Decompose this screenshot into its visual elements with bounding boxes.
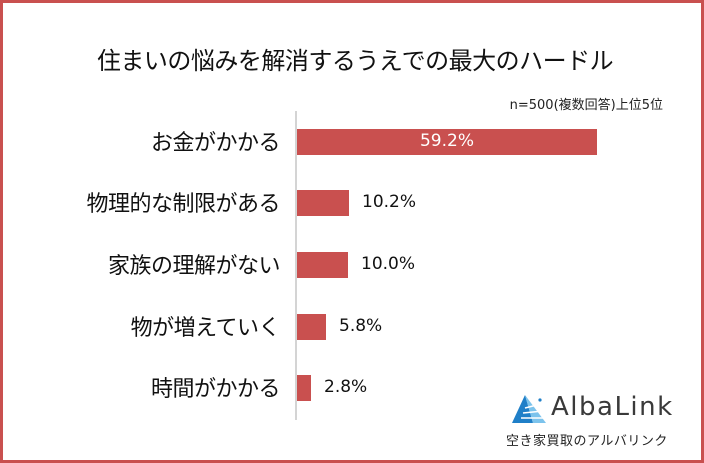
- bar: [297, 129, 597, 155]
- bar-row: 家族の理解がない 10.0%: [3, 252, 704, 279]
- category-label: 時間がかかる: [150, 377, 281, 402]
- value-label: 10.0%: [361, 254, 416, 274]
- bar-row: 時間がかかる 2.8%: [3, 375, 704, 402]
- sample-note: n=500(複数回答)上位5位: [509, 98, 663, 113]
- value-label: 59.2%: [419, 131, 474, 151]
- bar: [297, 375, 311, 401]
- brand-name: AlbaLink: [551, 392, 674, 422]
- bar: [297, 314, 326, 340]
- value-label: 10.2%: [362, 192, 417, 212]
- brand-tagline: 空き家買取のアルバリンク: [506, 434, 668, 449]
- category-label: 物理的な制限がある: [86, 192, 280, 217]
- value-label: 2.8%: [324, 377, 368, 397]
- bar: [297, 252, 348, 278]
- category-label: お金がかかる: [150, 131, 281, 156]
- triangle-logo-icon: [512, 395, 546, 423]
- value-label: 5.8%: [339, 316, 383, 336]
- bar-row: お金がかかる 59.2%: [3, 129, 704, 156]
- bar: [297, 190, 349, 216]
- bar-row: 物理的な制限がある 10.2%: [3, 190, 704, 217]
- category-label: 家族の理解がない: [107, 254, 281, 279]
- bar-row: 物が増えていく 5.8%: [3, 314, 704, 341]
- chart-title: 住まいの悩みを解消するうえでの最大のハードル: [96, 47, 614, 75]
- brand-logo: AlbaLink 空き家買取のアルバリンク: [506, 392, 691, 454]
- y-axis-line: [295, 111, 297, 420]
- category-label: 物が増えていく: [130, 316, 281, 341]
